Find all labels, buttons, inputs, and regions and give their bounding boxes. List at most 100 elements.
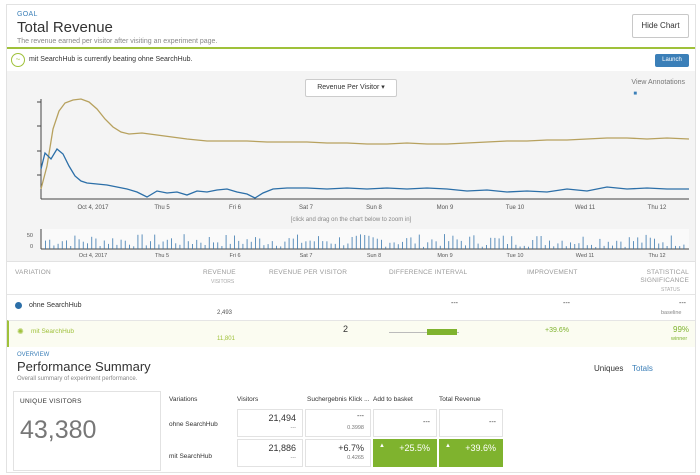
x-tick-labels: Oct 4, 2017 Thu 5 Fri 6 Sat 7 Sun 8 Mon … — [77, 205, 667, 211]
col-significance: STATISTICAL SIGNIFICANCE — [640, 269, 689, 284]
sparkle-icon: ✺ — [17, 327, 24, 336]
revenue-chart[interactable]: Oct 4, 2017 Thu 5 Fri 6 Sat 7 Sun 8 Mon … — [7, 71, 693, 261]
navigator-bar — [469, 236, 471, 249]
x-tick-label: Thu 5 — [154, 205, 170, 211]
navigator-bar — [166, 239, 168, 249]
navigator-bar — [150, 241, 151, 249]
x-tick-label: Mon 9 — [437, 205, 454, 211]
results-panel: GOAL Total Revenue The revenue earned pe… — [6, 4, 696, 473]
navigator-bar — [540, 236, 542, 249]
navigator-bar — [675, 245, 676, 249]
hide-chart-button[interactable]: Hide Chart — [632, 14, 689, 38]
x-tick-label: Tue 10 — [506, 205, 525, 211]
summary-cell-klick: --- 0.3998 — [305, 409, 371, 437]
navigator-bar — [179, 244, 181, 249]
chevron-down-icon: ▾ — [381, 84, 385, 91]
view-annotations-link[interactable]: View Annotations — [631, 79, 685, 86]
navigator-bar — [645, 234, 647, 249]
navigator-bar — [200, 242, 202, 249]
summary-variation-name: ohne SearchHub — [169, 421, 218, 428]
trend-icon: ~ — [11, 53, 25, 67]
x-tick-label: Thu 12 — [648, 205, 667, 211]
summary-visitors-value: 21,886 — [268, 443, 296, 453]
navigator-bar — [397, 244, 399, 249]
significance-status: baseline — [661, 310, 682, 316]
navigator-bar — [330, 243, 332, 249]
improvement-value: +39.6% — [545, 327, 569, 334]
navigator-tick-label: Sat 7 — [300, 253, 313, 259]
navigator-bar — [183, 234, 185, 249]
navigator-bar — [305, 241, 307, 249]
summary-cell-revenue: ▲ +39.6% — [439, 439, 503, 467]
navigator-bar — [276, 245, 277, 249]
uniques-toggle[interactable]: Uniques — [594, 364, 624, 373]
navigator-bars — [45, 234, 685, 249]
navigator-bar — [259, 238, 261, 249]
variation-name: ohne SearchHub — [29, 302, 82, 309]
navigator-bar — [561, 240, 563, 249]
navigator-bar — [145, 245, 147, 249]
rpv-value: 2 — [343, 324, 349, 334]
navigator-bar — [439, 245, 441, 249]
series-dot-ohne — [15, 302, 22, 309]
navigator-bar — [452, 235, 454, 249]
navigator-bar — [511, 236, 513, 249]
navigator-bar — [217, 242, 219, 249]
navigator-bar — [326, 241, 328, 249]
navigator-bar — [175, 243, 177, 249]
navigator-bar — [284, 241, 286, 249]
navigator-bar — [322, 241, 324, 249]
navigator-bar — [595, 247, 597, 249]
navigator-bar — [406, 238, 408, 249]
navigator-bar — [418, 234, 420, 249]
navigator-bar — [187, 241, 189, 249]
navigator-bar — [238, 240, 240, 249]
navigator-bar — [192, 244, 193, 249]
summary-cell-basket: ▲ +25.5% — [373, 439, 437, 467]
navigator-bar — [267, 244, 269, 249]
summary-basket-value: --- — [423, 419, 430, 426]
significance-value: --- — [679, 300, 686, 307]
summary-cell-basket: --- — [373, 409, 437, 437]
chart-area: Revenue Per Visitor ▾ View Annotations ■… — [7, 71, 695, 262]
navigator-bar — [74, 235, 76, 249]
navigator-bar — [364, 235, 366, 249]
navigator-bar — [45, 240, 46, 249]
navigator-bar — [649, 237, 651, 249]
table-row[interactable]: ✺ mit SearchHub 11,801 2 +39.6% 99% winn… — [7, 320, 695, 347]
navigator-bar — [385, 246, 387, 249]
totals-toggle[interactable]: Totals — [632, 364, 653, 373]
navigator-bar — [414, 243, 416, 249]
navigator-tick-label: Mon 9 — [437, 253, 452, 259]
launch-button[interactable]: Launch — [655, 54, 689, 67]
navigator-bar — [246, 239, 248, 249]
navigator-bar — [162, 241, 164, 249]
summary-klick-value: +6.7% — [338, 443, 364, 453]
navigator-bar — [309, 240, 311, 249]
variation-table: VARIATION REVENUE VISITORS REVENUE PER V… — [7, 263, 695, 351]
navigator-bar — [666, 246, 668, 249]
page-title: Total Revenue — [17, 19, 113, 36]
navigator-y-label: 0 — [30, 244, 33, 250]
navigator-bar — [124, 240, 126, 249]
performance-summary-title: Performance Summary — [17, 359, 151, 374]
summary-col-variations: Variations — [169, 396, 198, 403]
navigator-bar — [641, 242, 643, 249]
visitors-count: 2,493 — [217, 310, 233, 316]
navigator-bar — [528, 246, 529, 249]
metric-select[interactable]: Revenue Per Visitor ▾ — [305, 79, 397, 97]
navigator-bar — [578, 243, 580, 249]
summary-variation-name: mit SearchHub — [169, 453, 212, 460]
navigator-tick-labels: Oct 4, 2017 Thu 5 Fri 6 Sat 7 Sun 8 Mon … — [79, 253, 666, 259]
navigator-bar — [477, 243, 479, 249]
navigator-bar — [103, 240, 105, 249]
interval-line — [389, 332, 459, 333]
page-subtitle: The revenue earned per visitor after vis… — [17, 38, 218, 45]
lock-icon[interactable]: ■ — [633, 91, 637, 97]
navigator-bar — [502, 235, 504, 249]
table-row[interactable]: ohne SearchHub 2,493 --- --- --- baselin… — [7, 294, 695, 321]
arrow-up-icon: ▲ — [379, 443, 385, 449]
navigator-tick-label: Oct 4, 2017 — [79, 253, 107, 259]
summary-table: Variations Visitors Suchergebnis Klick .… — [167, 391, 691, 471]
navigator-bar — [116, 244, 118, 249]
